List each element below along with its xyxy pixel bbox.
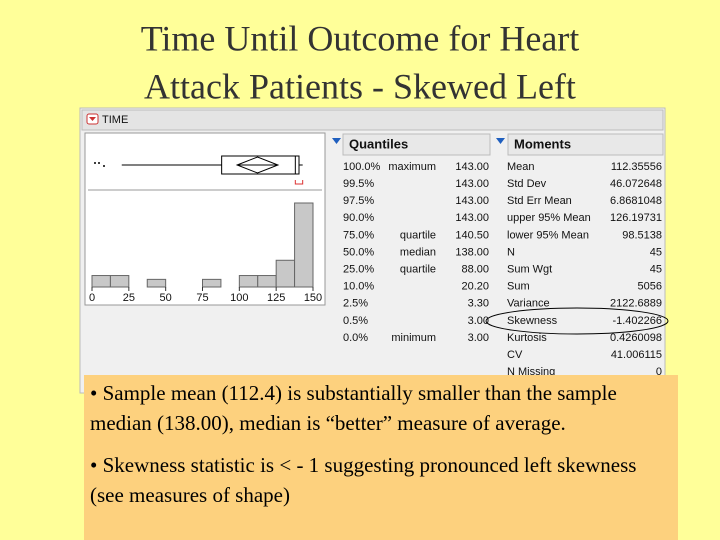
variable-name: TIME	[102, 114, 128, 126]
report-header	[81, 109, 664, 131]
quantile-label: maximum	[388, 161, 436, 173]
x-tick-label: 25	[123, 292, 135, 304]
moment-value: 5056	[638, 281, 662, 293]
highlight-ellipse	[485, 307, 669, 335]
quantile-value: 3.00	[468, 315, 489, 327]
bullet: • Skewness statistic is < - 1 suggesting…	[90, 453, 637, 507]
x-tick-label: 150	[304, 292, 322, 304]
menu-icon	[89, 117, 96, 121]
moment-value: 0.4260098	[610, 332, 662, 344]
x-tick-label: 0	[89, 292, 95, 304]
quantiles-heading: Quantiles	[349, 136, 408, 151]
quantile-pct: 90.0%	[343, 212, 374, 224]
quantile-value: 143.00	[455, 195, 489, 207]
x-tick-label: 50	[160, 292, 172, 304]
outlier-point	[103, 165, 105, 167]
moment-name: upper 95% Mean	[507, 212, 591, 224]
bullet: • Sample mean (112.4) is substantially s…	[90, 381, 617, 435]
histogram-bar	[202, 278, 222, 288]
quantile-value: 143.00	[455, 212, 489, 224]
moment-value: 98.5138	[622, 229, 662, 241]
moment-value: 46.072648	[610, 178, 662, 190]
moment-name: N	[507, 246, 515, 258]
moments-heading: Moments	[514, 136, 571, 151]
histogram-bar	[146, 278, 167, 288]
x-tick-label: 100	[230, 292, 248, 304]
moment-name: Skewness	[507, 315, 558, 327]
quantile-value: 88.00	[461, 264, 489, 276]
quantile-pct: 97.5%	[343, 195, 374, 207]
moments-header	[507, 133, 664, 156]
quantile-label: minimum	[391, 332, 436, 344]
quantile-pct: 10.0%	[343, 281, 374, 293]
quantile-value: 140.50	[455, 229, 489, 241]
title-line: Attack Patients - Skewed Left	[144, 66, 576, 106]
moment-value: 41.006115	[611, 349, 662, 361]
quantile-value: 3.30	[468, 298, 489, 310]
quantile-pct: 100.0%	[343, 161, 381, 173]
disclosure-icon[interactable]	[496, 138, 505, 144]
moment-value: -1.402266	[612, 315, 662, 327]
quantile-pct: 25.0%	[343, 264, 374, 276]
moment-name: Sum	[507, 281, 530, 293]
title-line: Time Until Outcome for Heart	[141, 18, 580, 58]
quantile-value: 138.00	[455, 246, 489, 258]
quantile-label: median	[400, 246, 436, 258]
quantile-pct: 75.0%	[343, 229, 374, 241]
moment-name: Std Dev	[507, 178, 547, 190]
moment-value: 45	[650, 264, 662, 276]
disclosure-icon[interactable]	[332, 138, 341, 144]
histogram-bar	[91, 275, 111, 288]
moment-name: Std Err Mean	[507, 195, 572, 207]
histogram-bar	[238, 275, 259, 288]
quantile-pct: 0.0%	[343, 332, 368, 344]
text-box: • Sample mean (112.4) is substantially s…	[84, 375, 678, 540]
quantile-value: 143.00	[455, 161, 489, 173]
shortest-half	[294, 180, 304, 185]
quantile-pct: 99.5%	[343, 178, 374, 190]
moment-value: 112.35556	[611, 161, 662, 173]
moment-value: 2122.6889	[610, 298, 662, 310]
quantile-pct: 2.5%	[343, 298, 368, 310]
moment-value: 45	[650, 246, 662, 258]
quantile-label: quartile	[400, 229, 436, 241]
x-tick-label: 75	[196, 292, 208, 304]
quantile-pct: 50.0%	[343, 246, 374, 258]
x-tick-label: 125	[267, 292, 285, 304]
histogram-bar	[109, 275, 130, 288]
moment-value: 126.19731	[610, 212, 662, 224]
outlier-point	[94, 162, 96, 164]
quantile-value: 3.00	[468, 332, 489, 344]
moment-value: 6.8681048	[610, 195, 662, 207]
histogram-bar	[275, 259, 296, 288]
mean-diamond	[235, 156, 280, 174]
histogram-bar	[257, 275, 277, 288]
moment-name: CV	[507, 349, 523, 361]
moment-name: Mean	[507, 161, 535, 173]
quantile-value: 143.00	[455, 178, 489, 190]
quantile-pct: 0.5%	[343, 315, 368, 327]
moment-name: Variance	[507, 298, 550, 310]
outlier-point	[98, 162, 100, 164]
quantile-value: 20.20	[461, 281, 489, 293]
histogram-bar	[294, 202, 314, 288]
moment-name: lower 95% Mean	[507, 229, 589, 241]
moment-name: Sum Wgt	[507, 264, 552, 276]
moment-value: 0	[656, 366, 662, 378]
box	[221, 155, 300, 175]
moment-name: Kurtosis	[507, 332, 547, 344]
quantile-label: quartile	[400, 264, 436, 276]
quantiles-header	[342, 133, 491, 156]
